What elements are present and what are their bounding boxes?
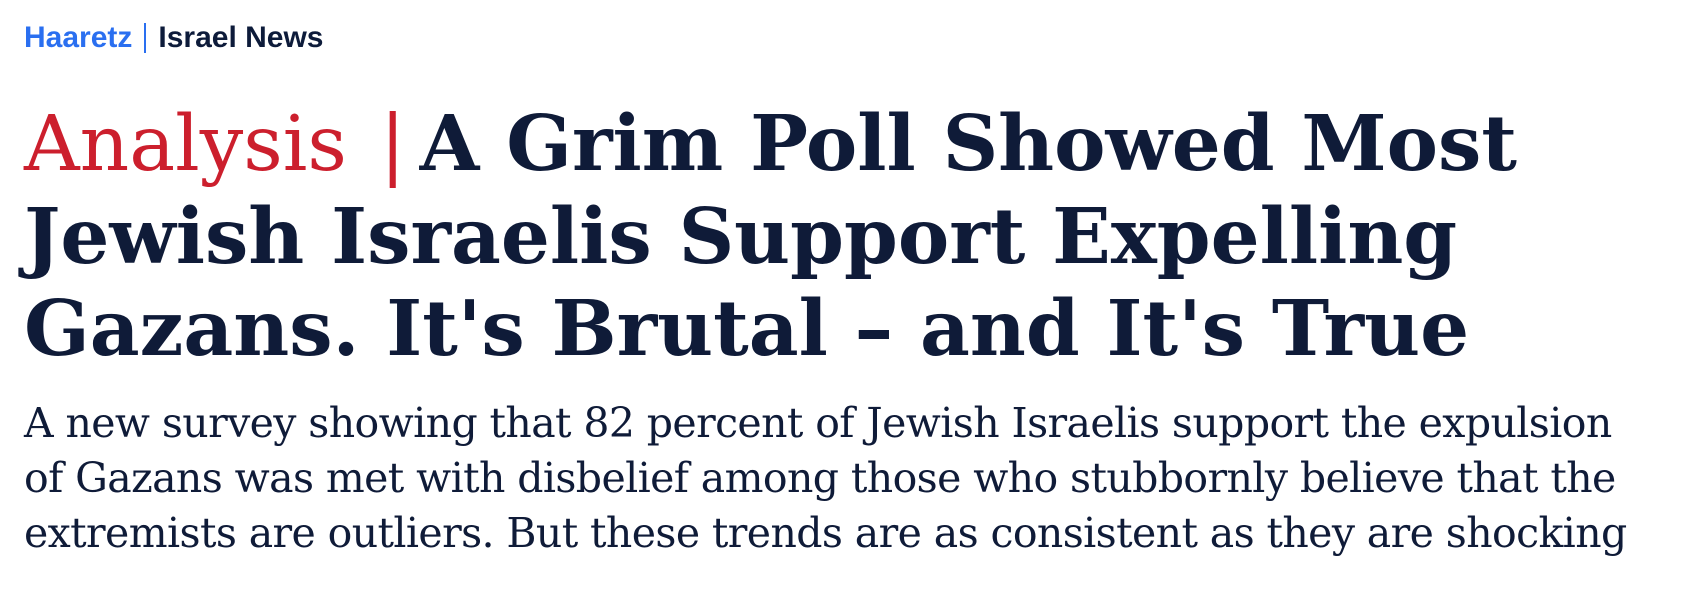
breadcrumb-divider [144, 23, 147, 53]
section-link[interactable]: Israel News [158, 21, 324, 54]
headline: Analysis | A Grim Poll Showed Most Jewish… [24, 98, 1644, 375]
headline-text: A Grim Poll Showed Most Jewish Israelis … [24, 99, 1517, 374]
breadcrumb: Haaretz Israel News [24, 20, 324, 56]
article-label: Analysis [24, 100, 347, 189]
article-dek: A new survey showing that 82 percent of … [24, 399, 1627, 557]
brand-link[interactable]: Haaretz [24, 21, 133, 54]
article-label-separator: | [379, 100, 406, 189]
